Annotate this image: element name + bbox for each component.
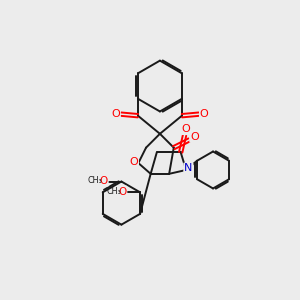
- Text: O: O: [190, 132, 199, 142]
- Text: O: O: [118, 187, 127, 196]
- Text: O: O: [100, 176, 108, 186]
- Text: O: O: [200, 109, 208, 119]
- Text: O: O: [182, 124, 190, 134]
- Text: CH₃: CH₃: [106, 187, 121, 196]
- Text: CH₃: CH₃: [88, 176, 103, 185]
- Text: N: N: [184, 164, 193, 173]
- Text: O: O: [111, 109, 120, 119]
- Text: O: O: [129, 157, 138, 167]
